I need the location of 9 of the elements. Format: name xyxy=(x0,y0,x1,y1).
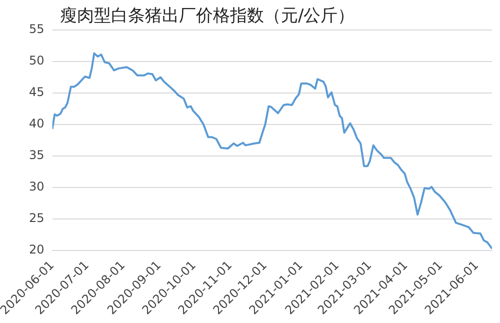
y-tick-label: 55 xyxy=(29,22,44,36)
y-tick-label: 50 xyxy=(29,54,44,68)
y-tick-label: 20 xyxy=(29,242,44,257)
y-tick-label: 35 xyxy=(29,148,44,162)
y-tick-label: 40 xyxy=(29,116,44,131)
y-tick-label: 25 xyxy=(29,211,44,226)
chart-title: 瘦肉型白条猪出厂价格指数（元/公斤） xyxy=(60,5,355,27)
y-tick-label: 45 xyxy=(29,85,44,100)
y-tick-label: 30 xyxy=(29,180,44,194)
